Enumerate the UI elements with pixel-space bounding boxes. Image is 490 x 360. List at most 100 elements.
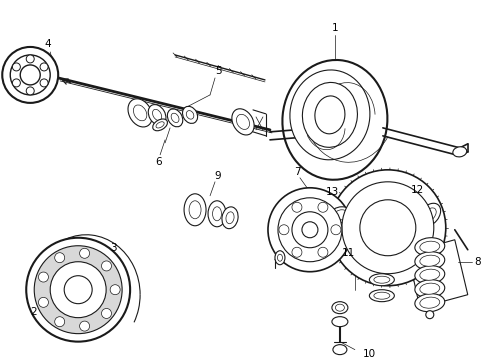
Ellipse shape xyxy=(189,201,201,219)
Ellipse shape xyxy=(277,254,282,261)
Circle shape xyxy=(40,79,48,87)
Ellipse shape xyxy=(420,297,440,308)
Circle shape xyxy=(79,321,90,331)
Circle shape xyxy=(292,247,302,257)
Circle shape xyxy=(26,238,130,342)
Text: 2: 2 xyxy=(30,307,37,317)
Ellipse shape xyxy=(453,147,466,157)
Circle shape xyxy=(330,170,446,286)
Text: 4: 4 xyxy=(45,39,51,49)
Circle shape xyxy=(278,198,342,262)
Ellipse shape xyxy=(420,241,440,252)
Ellipse shape xyxy=(335,304,344,311)
Ellipse shape xyxy=(128,99,152,127)
Ellipse shape xyxy=(420,255,440,266)
Ellipse shape xyxy=(415,266,445,284)
Circle shape xyxy=(110,285,120,295)
Ellipse shape xyxy=(415,294,445,312)
Ellipse shape xyxy=(133,105,147,121)
Text: 6: 6 xyxy=(155,157,161,167)
Ellipse shape xyxy=(213,207,221,221)
Ellipse shape xyxy=(171,113,179,122)
Ellipse shape xyxy=(420,269,440,280)
Text: 1: 1 xyxy=(332,23,338,33)
Ellipse shape xyxy=(226,212,234,224)
Circle shape xyxy=(40,63,48,71)
Ellipse shape xyxy=(232,109,254,135)
Circle shape xyxy=(318,247,328,257)
Ellipse shape xyxy=(364,252,386,268)
Circle shape xyxy=(292,202,302,212)
Circle shape xyxy=(50,262,106,318)
Ellipse shape xyxy=(222,207,238,229)
Ellipse shape xyxy=(156,122,164,128)
Text: 7: 7 xyxy=(294,167,300,177)
Ellipse shape xyxy=(208,201,226,227)
Circle shape xyxy=(20,65,40,85)
Text: 12: 12 xyxy=(411,185,424,195)
Ellipse shape xyxy=(153,119,168,131)
Ellipse shape xyxy=(369,290,394,302)
Circle shape xyxy=(342,182,434,274)
Ellipse shape xyxy=(333,345,347,355)
Ellipse shape xyxy=(374,292,390,299)
Circle shape xyxy=(2,47,58,103)
Ellipse shape xyxy=(423,208,436,222)
Text: 5: 5 xyxy=(215,66,221,76)
Circle shape xyxy=(34,246,122,334)
Ellipse shape xyxy=(275,251,285,265)
Ellipse shape xyxy=(282,60,388,180)
Ellipse shape xyxy=(186,111,194,119)
Circle shape xyxy=(292,212,328,248)
Ellipse shape xyxy=(315,96,345,134)
Circle shape xyxy=(10,55,50,95)
Circle shape xyxy=(268,188,352,272)
Text: 13: 13 xyxy=(326,187,340,197)
Circle shape xyxy=(38,272,49,282)
Polygon shape xyxy=(408,240,468,308)
Text: 9: 9 xyxy=(215,171,221,181)
Circle shape xyxy=(55,253,65,263)
Ellipse shape xyxy=(419,203,441,226)
Circle shape xyxy=(38,297,49,307)
Ellipse shape xyxy=(182,106,197,123)
Ellipse shape xyxy=(335,210,349,220)
Text: 8: 8 xyxy=(474,257,481,267)
Ellipse shape xyxy=(420,283,440,294)
Circle shape xyxy=(426,311,434,319)
Ellipse shape xyxy=(332,302,348,314)
Circle shape xyxy=(79,248,90,258)
Circle shape xyxy=(302,222,318,238)
Ellipse shape xyxy=(148,104,166,125)
Ellipse shape xyxy=(354,215,366,224)
Ellipse shape xyxy=(168,109,183,127)
Circle shape xyxy=(64,276,92,304)
Ellipse shape xyxy=(415,252,445,270)
Ellipse shape xyxy=(374,276,390,283)
Text: 11: 11 xyxy=(343,248,356,258)
Ellipse shape xyxy=(415,280,445,298)
Text: 3: 3 xyxy=(110,243,117,253)
Ellipse shape xyxy=(152,109,162,121)
Text: 10: 10 xyxy=(363,348,376,359)
Circle shape xyxy=(12,79,21,87)
Ellipse shape xyxy=(332,317,348,327)
Circle shape xyxy=(360,200,416,256)
Circle shape xyxy=(331,225,341,235)
Circle shape xyxy=(279,225,289,235)
Circle shape xyxy=(26,87,34,95)
Circle shape xyxy=(101,261,112,271)
Ellipse shape xyxy=(351,213,369,227)
Ellipse shape xyxy=(302,82,357,147)
Ellipse shape xyxy=(331,207,353,223)
Circle shape xyxy=(26,55,34,63)
Circle shape xyxy=(318,202,328,212)
Ellipse shape xyxy=(237,114,249,129)
Ellipse shape xyxy=(368,255,382,265)
Circle shape xyxy=(101,309,112,319)
Ellipse shape xyxy=(369,274,394,286)
Circle shape xyxy=(55,317,65,327)
Circle shape xyxy=(12,63,21,71)
Ellipse shape xyxy=(415,238,445,256)
Ellipse shape xyxy=(290,70,370,160)
